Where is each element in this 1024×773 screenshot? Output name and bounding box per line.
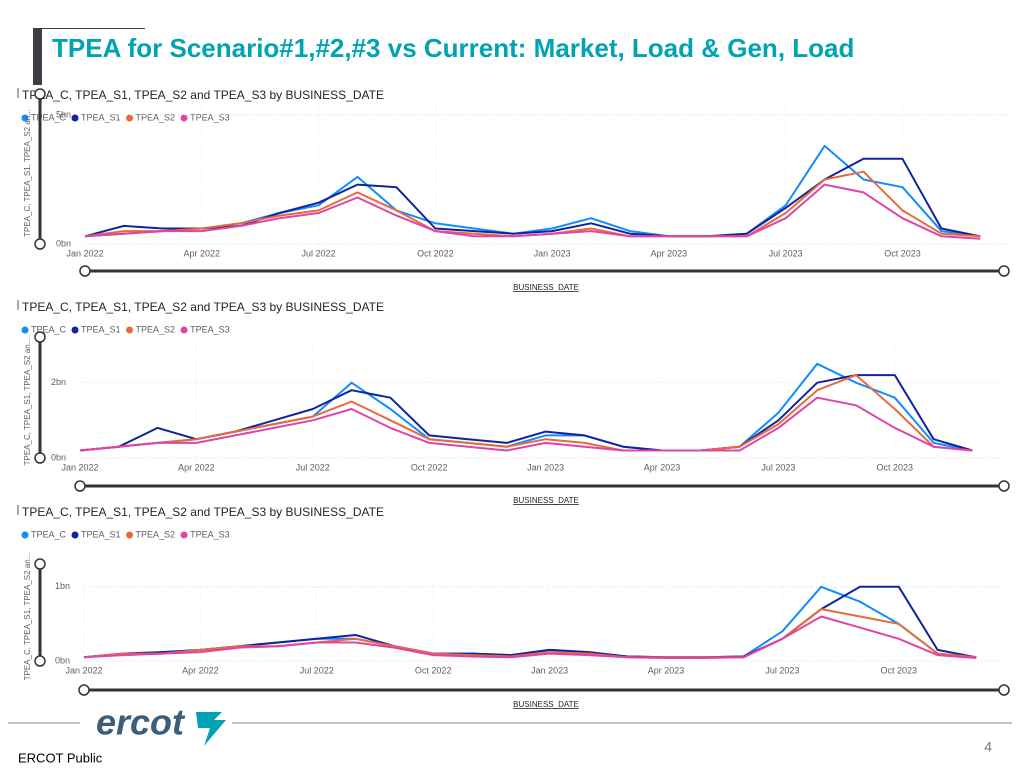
legend-label: TPEA_S1 — [81, 112, 121, 122]
x-tick-label: Jul 2022 — [300, 665, 334, 675]
series-line — [83, 615, 977, 659]
y-axis-label: TPEA_C, TPEA_S1, TPEA_S2 an... — [23, 553, 32, 681]
x-tick-label: Apr 2023 — [651, 248, 688, 258]
x-tick-label: Oct 2023 — [881, 665, 918, 675]
legend-dot — [21, 326, 29, 334]
legend-dot — [71, 114, 79, 122]
x-tick-label: Apr 2022 — [182, 665, 219, 675]
series-line — [84, 144, 981, 238]
x-tick-label: Jan 2022 — [65, 665, 102, 675]
legend-label: TPEA_C — [31, 324, 67, 334]
series-line — [83, 608, 977, 659]
legend-dot — [180, 326, 188, 334]
y-slider-handle — [34, 558, 46, 570]
x-tick-label: Apr 2023 — [648, 665, 685, 675]
x-axis-label: BUSINESS_DATE — [513, 700, 579, 709]
slide-title: TPEA for Scenario#1,#2,#3 vs Current: Ma… — [52, 33, 854, 63]
series-line — [84, 170, 981, 238]
x-tick-label: Jul 2022 — [296, 462, 330, 472]
series-line — [84, 183, 981, 240]
logo-mark — [196, 712, 226, 746]
x-tick-label: Oct 2022 — [417, 248, 454, 258]
x-slider-handle — [998, 265, 1010, 277]
x-tick-label: Jul 2022 — [302, 248, 336, 258]
x-tick-label: Jan 2023 — [527, 462, 564, 472]
y-slider-handle — [34, 238, 46, 250]
legend-label: TPEA_S2 — [136, 112, 176, 122]
y-axis-label: TPEA_C, TPEA_S1, TPEA_S2 an... — [23, 109, 32, 237]
legend-label: TPEA_S3 — [190, 324, 230, 334]
x-tick-label: Jan 2023 — [534, 248, 571, 258]
y-tick-label: 0bn — [55, 655, 70, 665]
x-tick-label: Jan 2022 — [61, 462, 98, 472]
legend-label: TPEA_S1 — [81, 324, 121, 334]
y-tick-label: 5bn — [56, 109, 71, 119]
legend-label: TPEA_S3 — [190, 112, 230, 122]
legend-dot — [180, 531, 188, 539]
chart-title: TPEA_C, TPEA_S1, TPEA_S2 and TPEA_S3 by … — [22, 88, 384, 102]
y-slider-handle — [34, 88, 46, 100]
legend-dot — [21, 114, 29, 122]
legend-label: TPEA_C — [31, 112, 67, 122]
legend-dot — [126, 326, 134, 334]
legend-dot — [71, 326, 79, 334]
x-tick-label: Jul 2023 — [761, 462, 795, 472]
legend-label: TPEA_S2 — [136, 324, 176, 334]
x-tick-label: Apr 2022 — [178, 462, 215, 472]
legend-label: TPEA_C — [31, 529, 67, 539]
series-line — [79, 374, 973, 452]
x-slider-handle — [998, 684, 1010, 696]
x-tick-label: Jul 2023 — [769, 248, 803, 258]
page-number: 4 — [984, 739, 992, 755]
y-tick-label: 0bn — [51, 452, 66, 462]
x-tick-label: Oct 2023 — [877, 462, 914, 472]
chart-title: TPEA_C, TPEA_S1, TPEA_S2 and TPEA_S3 by … — [22, 505, 384, 519]
x-axis-label: BUSINESS_DATE — [513, 283, 579, 292]
legend-dot — [126, 114, 134, 122]
y-axis-label: TPEA_C, TPEA_S1, TPEA_S2 an... — [23, 338, 32, 466]
x-slider-handle — [74, 480, 86, 492]
y-slider-handle — [34, 655, 46, 667]
legend-label: TPEA_S1 — [81, 529, 121, 539]
logo: ercot — [96, 702, 186, 743]
y-tick-label: 1bn — [55, 581, 70, 591]
x-slider-handle — [79, 265, 91, 277]
x-tick-label: Oct 2023 — [884, 248, 921, 258]
x-tick-label: Oct 2022 — [411, 462, 448, 472]
legend-dot — [126, 531, 134, 539]
x-slider-handle — [78, 684, 90, 696]
x-tick-label: Jan 2022 — [66, 248, 103, 258]
legend-label: TPEA_S3 — [190, 529, 230, 539]
legend-dot — [180, 114, 188, 122]
y-tick-label: 0bn — [56, 238, 71, 248]
y-slider-handle — [34, 331, 46, 343]
series-line — [84, 157, 981, 238]
x-slider-handle — [998, 480, 1010, 492]
legend-label: TPEA_S2 — [136, 529, 176, 539]
series-line — [79, 396, 973, 452]
x-tick-label: Jan 2023 — [531, 665, 568, 675]
x-tick-label: Apr 2023 — [644, 462, 681, 472]
y-slider-handle — [34, 452, 46, 464]
y-tick-label: 2bn — [51, 377, 66, 387]
footer-label: ERCOT Public — [18, 750, 103, 765]
legend-dot — [21, 531, 29, 539]
title-bar — [33, 28, 42, 85]
chart-title: TPEA_C, TPEA_S1, TPEA_S2 and TPEA_S3 by … — [22, 300, 384, 314]
x-tick-label: Jul 2023 — [765, 665, 799, 675]
x-tick-label: Oct 2022 — [415, 665, 452, 675]
x-tick-label: Apr 2022 — [184, 248, 221, 258]
x-axis-label: BUSINESS_DATE — [513, 496, 579, 505]
legend-dot — [71, 531, 79, 539]
